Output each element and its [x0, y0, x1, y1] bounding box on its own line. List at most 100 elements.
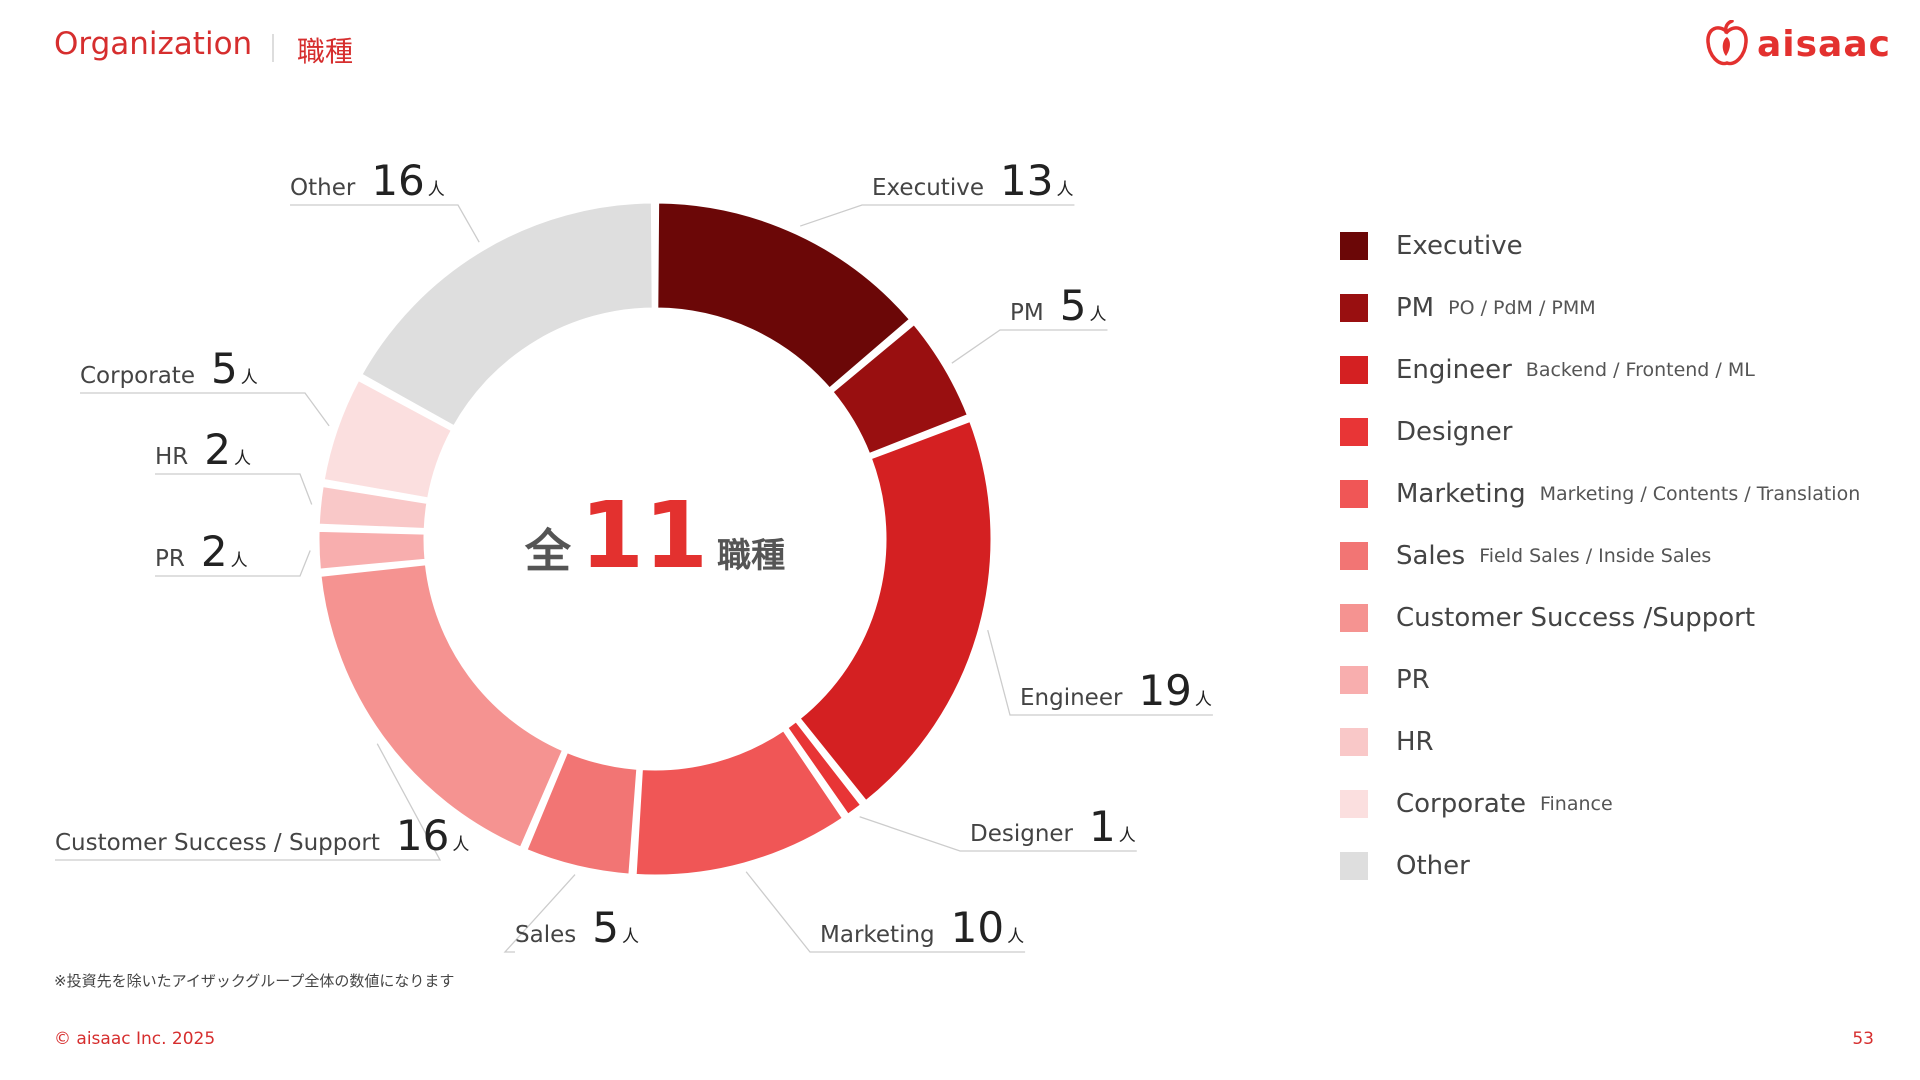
slice-label: Other 16 人 — [290, 156, 445, 205]
slice-label-name: HR — [155, 444, 188, 470]
slice-label-value: 10 — [951, 903, 1004, 952]
legend-item: Other — [1340, 835, 1860, 897]
slice-label-name: Marketing — [820, 922, 935, 948]
legend-swatch — [1340, 790, 1368, 818]
leader-line — [155, 550, 311, 577]
legend-detail: Field Sales / Inside Sales — [1479, 545, 1712, 567]
slice-label: Engineer 19 人 — [1020, 666, 1212, 715]
legend-label: Executive — [1396, 231, 1523, 261]
legend-swatch — [1340, 418, 1368, 446]
slice-label-name: Executive — [872, 175, 984, 201]
legend-label: Sales — [1396, 541, 1466, 571]
slice-sales — [524, 749, 640, 877]
leader-line — [155, 473, 313, 505]
slice-label: HR 2 人 — [155, 425, 251, 474]
slice-label: Customer Success / Support 16 人 — [55, 811, 469, 860]
slice-label-unit: 人 — [622, 927, 639, 947]
legend-item: Customer Success /Support — [1340, 587, 1860, 649]
slice-label-value: 1 — [1089, 802, 1116, 851]
slice-label-value: 5 — [592, 903, 619, 952]
slice-pm — [830, 321, 971, 457]
page-subtitle: 職種 — [297, 35, 354, 68]
slice-label-value: 13 — [1000, 156, 1053, 205]
slice-label-unit: 人 — [452, 835, 469, 855]
legend-item: Corporate Finance — [1340, 773, 1860, 835]
apple-logo-icon — [1706, 20, 1748, 66]
slice-label: Executive 13 人 — [872, 156, 1073, 205]
slice-label-unit: 人 — [241, 368, 258, 388]
legend-item: Designer — [1340, 401, 1860, 463]
slice-label-value: 5 — [211, 344, 238, 393]
slice-label-unit: 人 — [428, 180, 445, 200]
legend-swatch — [1340, 604, 1368, 632]
legend-swatch — [1340, 542, 1368, 570]
copyright: © aisaac Inc. 2025 — [54, 1029, 216, 1049]
logo-text: aisaac — [1757, 23, 1891, 65]
slice-corporate — [321, 377, 454, 501]
brand-logo: aisaac — [1705, 20, 1891, 68]
legend: Executive PM PO / PdM / PMM Engineer Backend… — [1340, 215, 1860, 897]
legend-swatch — [1340, 728, 1368, 756]
leader-line — [859, 816, 1137, 852]
slice-label-name: Designer — [970, 821, 1074, 847]
slice-label-name: Engineer — [1020, 685, 1123, 711]
leader-line — [55, 743, 442, 861]
legend-detail: Backend / Frontend / ML — [1525, 359, 1755, 381]
slice-label-name: Customer Success / Support — [55, 830, 380, 856]
legend-detail: Marketing / Contents / Translation — [1539, 483, 1861, 505]
leader-line — [80, 392, 330, 427]
legend-item: Engineer Backend / Frontend / ML — [1340, 339, 1860, 401]
slice-pr — [316, 528, 428, 572]
legend-label: HR — [1396, 727, 1434, 757]
leader-line — [745, 871, 1026, 953]
legend-label: PR — [1396, 665, 1430, 695]
legend-item: Marketing Marketing / Contents / Translat… — [1340, 463, 1860, 525]
slice-marketing — [633, 728, 846, 878]
legend-item: HR — [1340, 711, 1860, 773]
leader-line — [503, 874, 576, 953]
slice-label-name: Corporate — [80, 363, 195, 389]
slice-label-name: Other — [290, 175, 356, 201]
legend-item: PM PO / PdM / PMM — [1340, 277, 1860, 339]
leader-line — [987, 629, 1213, 716]
leader-line — [290, 204, 480, 243]
legend-swatch — [1340, 232, 1368, 260]
slice-executive — [655, 200, 913, 391]
legend-label: Customer Success /Support — [1396, 603, 1756, 633]
center-number: 11 — [580, 482, 708, 589]
slice-label-name: PM — [1010, 300, 1044, 326]
legend-label: PM — [1396, 293, 1435, 323]
legend-item: PR — [1340, 649, 1860, 711]
slice-label: Corporate 5 人 — [80, 344, 258, 393]
center-suffix: 職種 — [717, 536, 785, 576]
legend-label: Corporate — [1396, 789, 1526, 819]
slice-label-unit: 人 — [1195, 690, 1212, 710]
slice-engineer — [797, 418, 994, 804]
slice-other — [359, 200, 655, 429]
slice-label: Sales 5 人 — [515, 903, 639, 952]
legend-detail: Finance — [1539, 793, 1613, 815]
header-divider — [272, 34, 274, 62]
legend-swatch — [1340, 480, 1368, 508]
page-number: 53 — [1852, 1029, 1874, 1049]
legend-label: Designer — [1396, 417, 1513, 447]
center-label: 全 11 職種 — [524, 482, 785, 589]
slice-label-value: 19 — [1138, 666, 1191, 715]
slice-label-value: 16 — [371, 156, 424, 205]
leader-line — [951, 329, 1108, 364]
slice-label-unit: 人 — [231, 551, 248, 571]
legend-swatch — [1340, 294, 1368, 322]
slice-label-unit: 人 — [234, 449, 251, 469]
leader-line — [800, 204, 1075, 227]
slice-label-unit: 人 — [1119, 826, 1136, 846]
slice-label-value: 5 — [1060, 281, 1087, 330]
page-title: Organization — [54, 26, 253, 62]
slice-hr — [316, 484, 430, 532]
legend-label: Engineer — [1396, 355, 1512, 385]
slice-label-value: 16 — [396, 811, 449, 860]
slice-label: PM 5 人 — [1010, 281, 1106, 330]
legend-label: Marketing — [1396, 479, 1526, 509]
slice-label-unit: 人 — [1089, 305, 1106, 325]
slice-label: PR 2 人 — [155, 527, 248, 576]
